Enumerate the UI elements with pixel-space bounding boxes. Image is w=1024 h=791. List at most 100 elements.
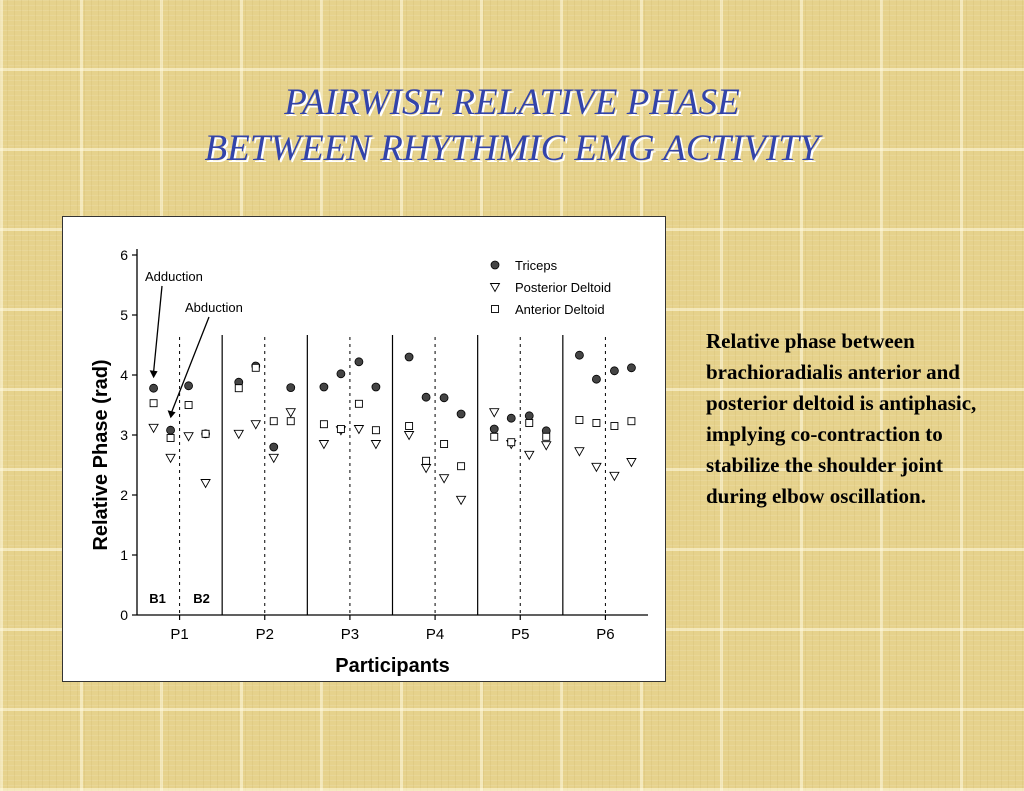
anterior-deltoid-point bbox=[422, 456, 431, 465]
anterior-deltoid-point bbox=[286, 417, 295, 426]
triceps-point bbox=[319, 382, 329, 392]
posterior-deltoid-point bbox=[200, 479, 211, 489]
posterior-deltoid-point bbox=[318, 440, 330, 450]
triceps-point bbox=[336, 369, 346, 379]
x-tick-label: P2 bbox=[256, 626, 274, 643]
legend-marker-anterior-deltoid bbox=[491, 305, 499, 313]
anterior-deltoid-point bbox=[490, 432, 499, 441]
anterior-deltoid-point bbox=[354, 399, 363, 408]
y-tick-label: 3 bbox=[120, 427, 128, 443]
posterior-deltoid-point bbox=[540, 441, 552, 451]
posterior-deltoid-point bbox=[591, 462, 602, 473]
x-tick-label: P5 bbox=[511, 626, 529, 643]
posterior-deltoid-point bbox=[488, 408, 500, 418]
block-label-b1: B1 bbox=[149, 591, 166, 606]
slide-title-line-2: BETWEEN RHYTHMIC EMG ACTIVITY bbox=[204, 128, 820, 169]
y-tick-label: 0 bbox=[120, 607, 128, 623]
posterior-deltoid-point bbox=[626, 458, 637, 468]
posterior-deltoid-point bbox=[370, 440, 382, 450]
description-text: Relative phase between brachioradialis a… bbox=[706, 329, 977, 508]
y-tick-label: 5 bbox=[120, 307, 128, 323]
posterior-deltoid-point bbox=[353, 425, 365, 435]
annotation-arrowhead-adduction bbox=[149, 370, 158, 379]
anterior-deltoid-point bbox=[371, 426, 380, 435]
triceps-point bbox=[456, 409, 466, 419]
triceps-point bbox=[421, 392, 431, 402]
triceps-point bbox=[489, 424, 499, 434]
y-axis-title: Relative Phase (rad) bbox=[90, 359, 112, 550]
annotation-arrowhead-abduction bbox=[167, 410, 176, 419]
anterior-deltoid-point bbox=[149, 399, 158, 408]
triceps-point bbox=[371, 382, 381, 392]
scatter-chart: 0 1 2 3 4 5 6 P1 P2 P3 P4 P5 P6 B1 B2 Participants Relat… bbox=[90, 247, 648, 677]
x-axis-title: Participants bbox=[335, 655, 449, 677]
posterior-deltoid-point bbox=[609, 471, 620, 482]
legend-marker-posterior-deltoid bbox=[489, 283, 501, 293]
anterior-deltoid-point bbox=[627, 417, 636, 426]
anterior-deltoid-point bbox=[542, 432, 551, 441]
anterior-deltoid-point bbox=[575, 416, 584, 424]
anterior-deltoid-point bbox=[251, 363, 260, 372]
triceps-point bbox=[149, 383, 158, 393]
anterior-deltoid-point bbox=[184, 401, 193, 409]
triceps-point bbox=[354, 357, 364, 367]
y-tick-label: 6 bbox=[120, 247, 128, 263]
posterior-deltoid-point bbox=[403, 431, 415, 441]
x-tick-label: P4 bbox=[426, 626, 444, 643]
triceps-point bbox=[610, 366, 619, 376]
posterior-deltoid-point bbox=[183, 432, 194, 442]
posterior-deltoid-point bbox=[438, 474, 450, 484]
anterior-deltoid-point bbox=[336, 425, 345, 433]
posterior-deltoid-point bbox=[250, 420, 262, 430]
triceps-point bbox=[524, 411, 534, 421]
legend-label-triceps: Triceps bbox=[515, 258, 558, 273]
anterior-deltoid-point bbox=[457, 462, 466, 471]
triceps-point bbox=[506, 413, 516, 423]
y-tick-label: 2 bbox=[120, 487, 128, 503]
annotation-arrow-abduction bbox=[170, 316, 210, 413]
legend-label-anterior-deltoid: Anterior Deltoid bbox=[515, 302, 605, 317]
y-tick-label: 4 bbox=[120, 367, 128, 383]
triceps-point bbox=[575, 350, 584, 360]
posterior-deltoid-point bbox=[523, 450, 535, 461]
triceps-point bbox=[627, 363, 636, 373]
anterior-deltoid-point bbox=[592, 419, 601, 427]
posterior-deltoid-point bbox=[268, 453, 280, 464]
triceps-point bbox=[286, 383, 296, 393]
anterior-deltoid-point bbox=[405, 422, 414, 430]
triceps-point bbox=[404, 352, 414, 362]
posterior-deltoid-point bbox=[233, 429, 245, 440]
annotation-adduction: Adduction bbox=[145, 269, 203, 284]
anterior-deltoid-point bbox=[507, 438, 516, 447]
slide-title: PAIRWISE RELATIVE PHASE BETWEEN RHYTHMIC… bbox=[0, 80, 1024, 172]
block-label-b2: B2 bbox=[193, 591, 210, 606]
posterior-deltoid-point bbox=[165, 453, 176, 464]
legend-marker-triceps bbox=[490, 260, 500, 270]
anterior-deltoid-point bbox=[269, 417, 278, 426]
triceps-point bbox=[166, 425, 175, 435]
annotation-abduction: Abduction bbox=[185, 300, 243, 315]
anterior-deltoid-point bbox=[319, 420, 328, 429]
triceps-point bbox=[439, 393, 449, 403]
anterior-deltoid-point bbox=[166, 434, 175, 442]
posterior-deltoid-point bbox=[285, 408, 297, 418]
chart-panel: 0 1 2 3 4 5 6 P1 P2 P3 P4 P5 P6 B1 B2 Participants Relat… bbox=[62, 216, 666, 682]
y-tick-label: 1 bbox=[120, 547, 128, 563]
triceps-point bbox=[269, 442, 279, 452]
posterior-deltoid-point bbox=[574, 447, 585, 457]
x-tick-label: P3 bbox=[341, 626, 359, 643]
triceps-point bbox=[592, 374, 601, 384]
anterior-deltoid-point bbox=[525, 419, 534, 427]
posterior-deltoid-point bbox=[420, 464, 432, 474]
posterior-deltoid-point bbox=[148, 423, 159, 434]
triceps-point bbox=[184, 381, 193, 391]
legend-label-posterior-deltoid: Posterior Deltoid bbox=[515, 280, 611, 295]
posterior-deltoid-point bbox=[455, 495, 467, 506]
annotation-arrow-adduction bbox=[152, 285, 163, 373]
x-tick-label: P6 bbox=[596, 626, 614, 643]
anterior-deltoid-point bbox=[610, 422, 619, 430]
x-tick-label: P1 bbox=[170, 626, 188, 643]
anterior-deltoid-point bbox=[201, 429, 210, 438]
slide-title-line-1: PAIRWISE RELATIVE PHASE bbox=[284, 82, 740, 123]
anterior-deltoid-point bbox=[440, 440, 449, 448]
